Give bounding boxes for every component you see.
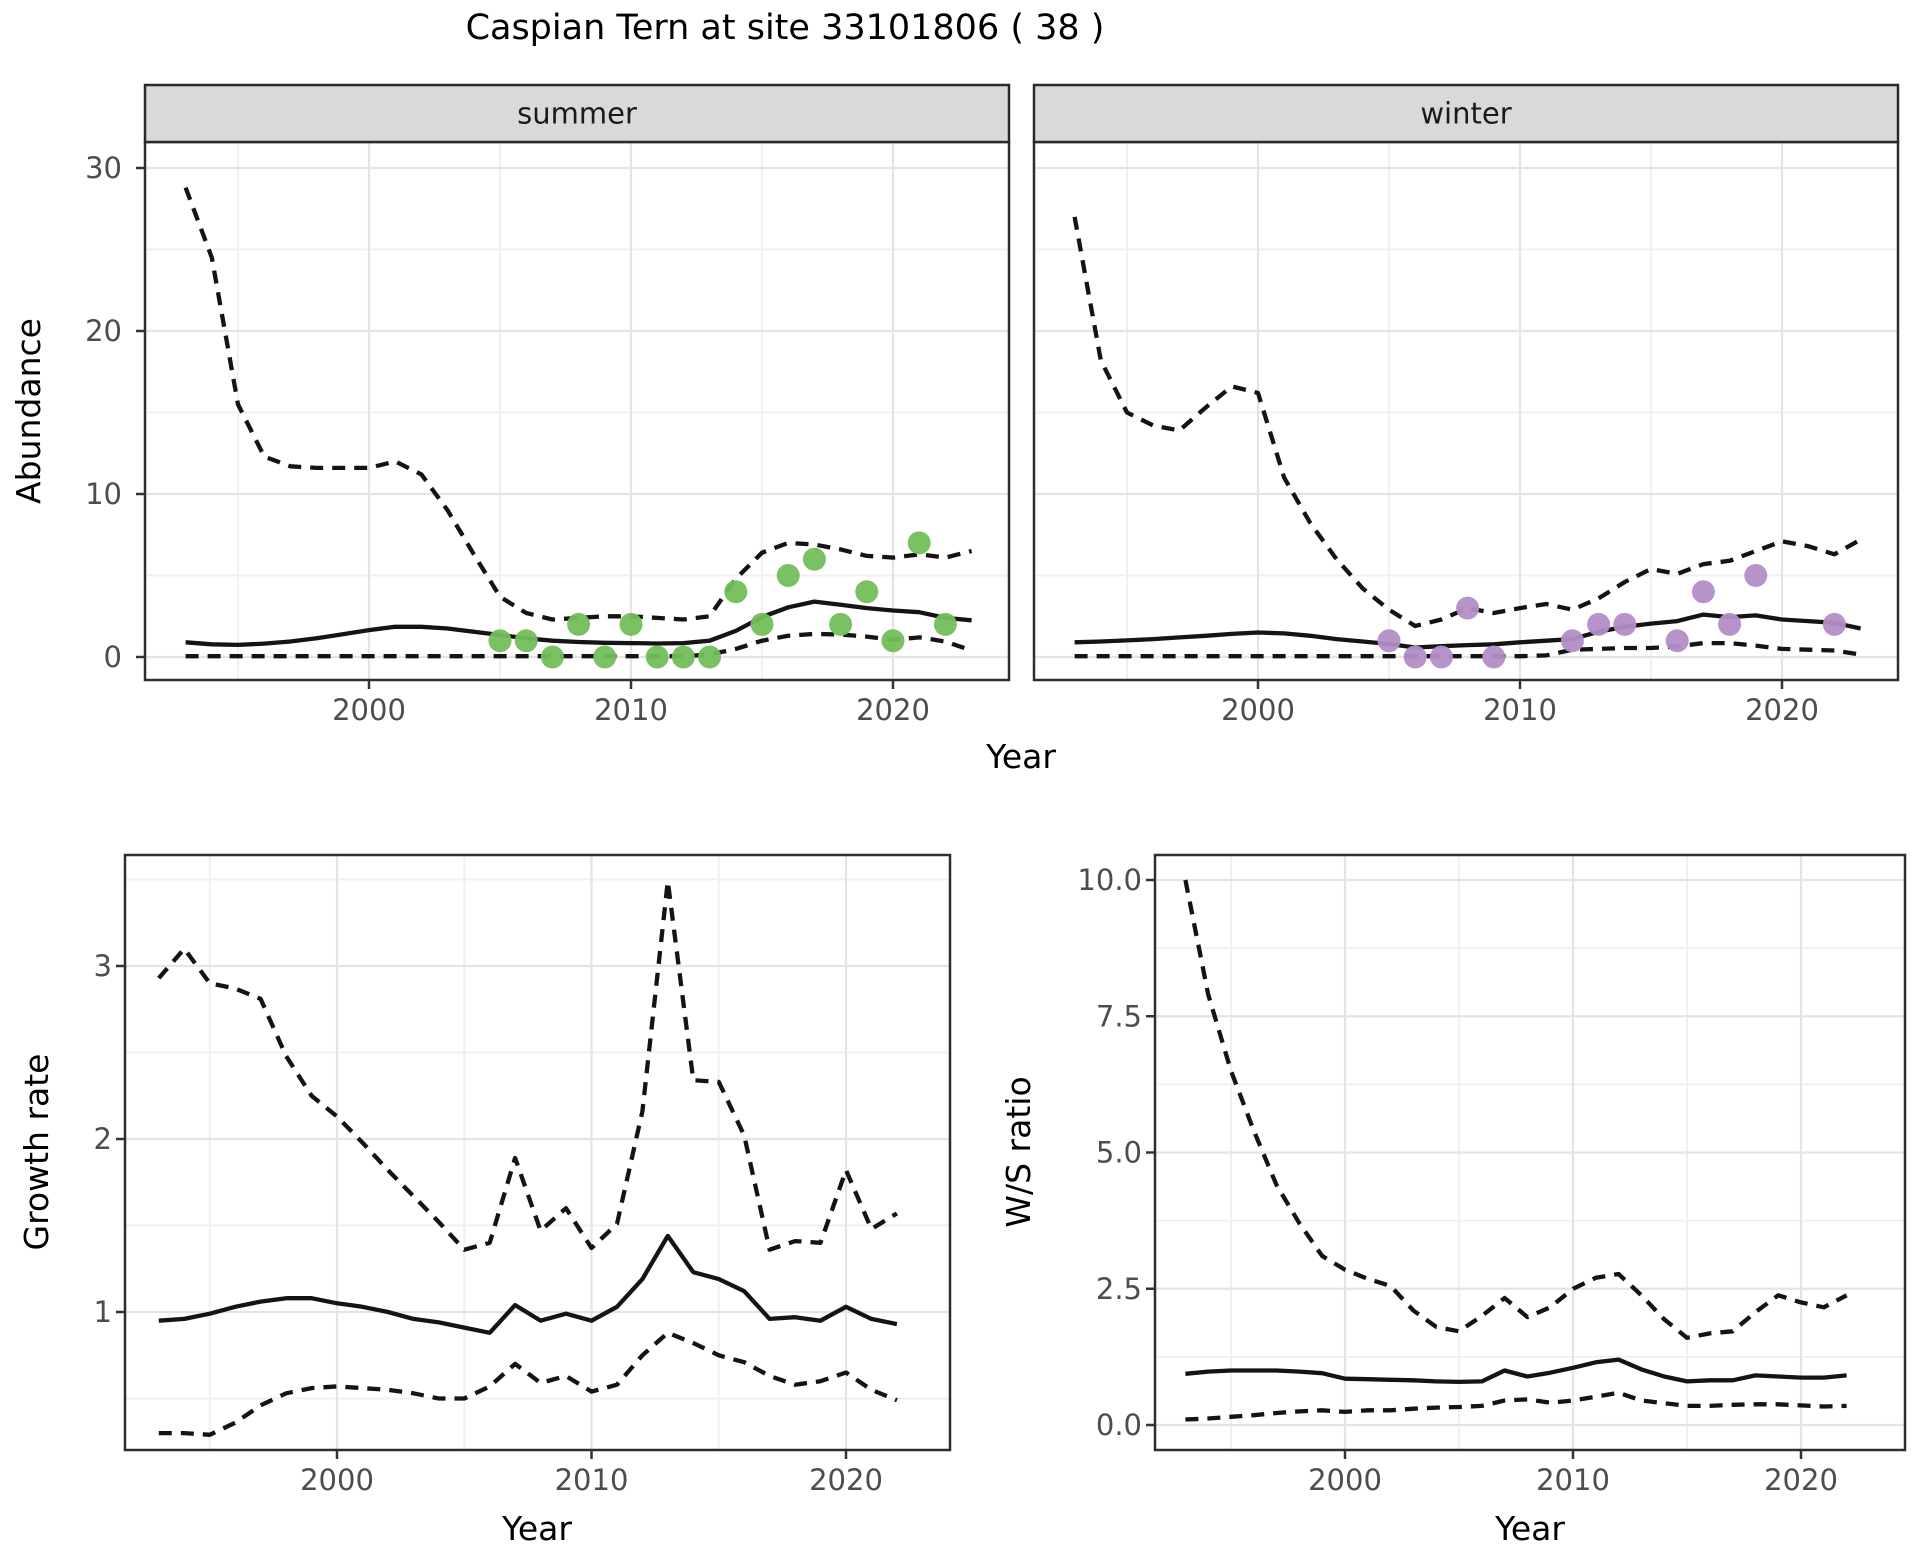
- x-axis-title-year-ws: Year: [1494, 1509, 1565, 1548]
- y-tick-label: 1: [94, 1295, 112, 1329]
- observed-winter-point: [1822, 612, 1846, 636]
- observed-summer-point: [855, 580, 879, 604]
- observed-summer-point: [698, 645, 722, 669]
- observed-winter-point: [1613, 612, 1637, 636]
- observed-summer-point: [776, 564, 800, 587]
- observed-summer-point: [488, 629, 512, 653]
- observed-winter-point: [1403, 645, 1427, 669]
- observed-winter-point: [1456, 596, 1480, 620]
- observed-summer-point: [671, 645, 695, 669]
- x-tick-label: 2010: [555, 1463, 629, 1497]
- observed-winter-point: [1482, 645, 1506, 669]
- y-tick-label: 0.0: [1096, 1408, 1142, 1442]
- observed-summer-point: [750, 612, 774, 636]
- series-upper_ci: [183, 186, 973, 622]
- series-median: [158, 1233, 898, 1335]
- panel-border: [123, 853, 952, 1452]
- y-tick-label: 7.5: [1096, 999, 1142, 1033]
- series-lower_ci: [1185, 1390, 1847, 1422]
- panel-bg: [1034, 142, 1898, 680]
- x-axis-title-year-top: Year: [985, 737, 1056, 776]
- facet-strip: [1032, 83, 1900, 144]
- y-tick-label: 20: [85, 314, 122, 348]
- x-tick-label: 2010: [594, 693, 668, 727]
- observed-winter-point: [1377, 629, 1401, 653]
- series-median: [185, 599, 972, 648]
- observed-winter-point: [1429, 645, 1453, 669]
- y-tick-label: 0: [104, 640, 122, 674]
- series-upper_ci: [1183, 879, 1848, 1340]
- y-tick-label: 3: [94, 949, 112, 983]
- panel-bg: [125, 855, 950, 1450]
- observed-summer-point: [724, 580, 748, 604]
- observed-summer-point: [567, 612, 591, 636]
- x-tick-label: 2020: [809, 1463, 883, 1497]
- observed-summer-point: [933, 612, 957, 636]
- observed-summer-point: [907, 531, 931, 555]
- x-tick-label: 2000: [332, 693, 406, 727]
- x-tick-label: 2010: [1536, 1463, 1610, 1497]
- series-median: [1185, 1357, 1847, 1385]
- observed-summer-point: [593, 645, 617, 669]
- y-tick-label: 5.0: [1096, 1136, 1142, 1170]
- x-tick-label: 2000: [1221, 693, 1295, 727]
- x-tick-label: 2020: [856, 693, 930, 727]
- observed-winter-point: [1718, 612, 1742, 636]
- observed-summer-point: [540, 645, 564, 669]
- x-tick-label: 2020: [1745, 693, 1819, 727]
- observed-winter-point: [1744, 564, 1768, 587]
- panel-bg: [145, 142, 1009, 680]
- observed-summer-point: [514, 629, 538, 653]
- y-axis-title-growth-rate: Growth rate: [17, 1054, 56, 1251]
- x-tick-label: 2010: [1483, 693, 1557, 727]
- panel-abundance-summer: summer 2000 2010 2020 0 10 20 30: [85, 83, 1011, 727]
- observed-winter-point: [1587, 612, 1611, 636]
- observed-summer-point: [829, 612, 853, 636]
- y-tick-label: 10: [85, 477, 122, 511]
- observed-winter-point: [1691, 580, 1715, 604]
- panel-ws-ratio: 2000 2010 2020 0.0 2.5 5.0 7.5 10.0: [1077, 853, 1907, 1497]
- y-axis-title-abundance: Abundance: [9, 318, 48, 504]
- observed-summer-point: [802, 547, 826, 571]
- facet-strip-label: summer: [517, 97, 637, 131]
- y-tick-label: 2.5: [1096, 1272, 1142, 1306]
- observed-summer-point: [645, 645, 669, 669]
- x-axis-title-year-growth: Year: [501, 1509, 572, 1548]
- y-axis-title-ws-ratio: W/S ratio: [999, 1076, 1038, 1227]
- y-tick-label: 30: [85, 151, 122, 185]
- facet-strip-label: winter: [1420, 97, 1511, 131]
- y-tick-label: 10.0: [1077, 863, 1142, 897]
- panel-growth-rate: 2000 2010 2020 1 2 3: [94, 853, 952, 1497]
- facet-strip: [143, 83, 1011, 144]
- observed-summer-point: [619, 612, 643, 636]
- x-tick-label: 2000: [1308, 1463, 1382, 1497]
- y-tick-label: 2: [94, 1122, 112, 1156]
- observed-winter-point: [1665, 629, 1689, 653]
- series-upper_ci: [157, 879, 899, 1252]
- observed-summer-point: [881, 629, 905, 653]
- x-tick-label: 2020: [1764, 1463, 1838, 1497]
- x-tick-label: 2000: [300, 1463, 374, 1497]
- series-lower_ci: [158, 1330, 898, 1437]
- observed-winter-point: [1560, 629, 1584, 653]
- chart-title: Caspian Tern at site 33101806 ( 38 ): [465, 8, 1105, 48]
- panel-abundance-winter: winter 2000 2010 2020: [1032, 83, 1900, 727]
- series-upper_ci: [1072, 216, 1862, 629]
